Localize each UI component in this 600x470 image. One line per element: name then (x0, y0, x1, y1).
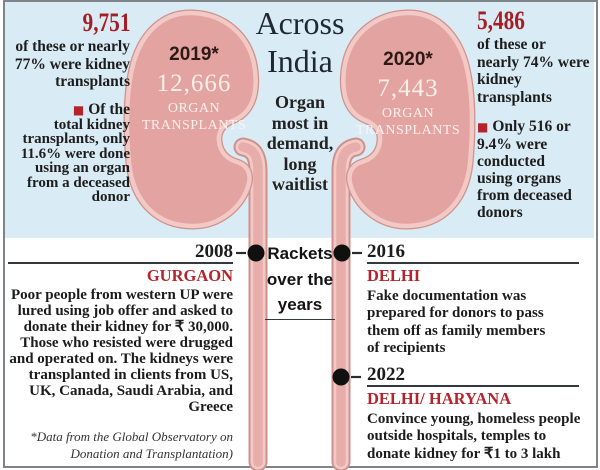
timeline-heading: Rackets over the years (265, 241, 335, 320)
stat-number-5486: 5,486 (477, 6, 525, 35)
event-place-2008: GURGAON (146, 265, 233, 285)
event-body-2022: Convince young, homeless people outside … (367, 410, 581, 462)
bullet-intro-2020: Only 516 or (492, 118, 571, 135)
event-body-2016: Fake documentation was prepared for dono… (367, 287, 546, 357)
timeline-heading-rule (265, 318, 335, 320)
bullet-square-icon: ■ (477, 120, 489, 134)
kidney-2019-caption: ORGAN TRANSPLANTS (141, 101, 247, 133)
event-rule-2016 (367, 262, 579, 264)
data-source-footnote: *Data from the Global Observatory on Don… (30, 428, 233, 461)
stat-number-9751: 9,751 (82, 8, 130, 37)
event-rule-2022 (367, 385, 579, 387)
stat-caption-2019: of these or nearly 77% were kidney trans… (14, 38, 130, 90)
stat-block-2019: 9,751 of these or nearly 77% were kidney… (6, 10, 130, 205)
timeline-event-2022: 2022 DELHI/ HARYANA Convince young, home… (367, 364, 581, 463)
event-year-2008: 2008 (195, 241, 233, 262)
bullet-text-2019: total kidney transplants, only 11.6% wer… (20, 116, 130, 206)
page-subtitle: Organ most in demand, long waitlist (266, 92, 334, 194)
timeline-event-2016: 2016 DELHI Fake documentation was prepar… (367, 241, 579, 358)
stat-caption-2020: of these or nearly 74% were kidney trans… (477, 36, 590, 106)
kidney-2020-year: 2020* (383, 49, 433, 70)
timeline-dot-2016 (333, 244, 351, 262)
bullet-line-2020: ■ Only 516 or (477, 118, 595, 136)
event-place-2016: DELHI (367, 265, 421, 285)
event-year-2016: 2016 (367, 241, 405, 262)
event-year-2022: 2022 (367, 364, 405, 385)
bullet-line-2019: ■ Of the (6, 100, 130, 118)
kidney-2020-caption: ORGAN TRANSPLANTS (355, 106, 461, 138)
event-rule-2008 (8, 262, 233, 264)
timeline-dot-2022 (332, 368, 350, 386)
outer-border (3, 0, 598, 468)
top-blue-band (5, 2, 594, 238)
kidney-2019-label: 2019* 12,666 ORGAN TRANSPLANTS (136, 44, 252, 134)
timeline-heading-text: Rackets over the years (266, 244, 334, 314)
bullet-intro-2019: Of the (88, 100, 130, 118)
event-body-2008: Poor people from western UP were lured u… (9, 286, 233, 415)
kidney-2019-year: 2019* (169, 44, 219, 65)
timeline-dot-2008 (247, 244, 265, 262)
kidney-2020-count: 7,443 (377, 75, 439, 102)
bullet-square-icon: ■ (72, 102, 85, 117)
page-title: Across India (255, 5, 345, 79)
stat-block-2020: 5,486 of these or nearly 74% were kidney… (477, 6, 595, 222)
kidney-2019-count: 12,666 (156, 70, 232, 97)
bullet-text-2020: 9.4% were conducted using organs from de… (477, 136, 572, 221)
kidney-2020-label: 2020* 7,443 ORGAN TRANSPLANTS (350, 49, 466, 139)
event-place-2022: DELHI/ HARYANA (367, 388, 512, 408)
timeline-event-2008: 2008 GURGAON Poor people from western UP… (8, 241, 233, 462)
